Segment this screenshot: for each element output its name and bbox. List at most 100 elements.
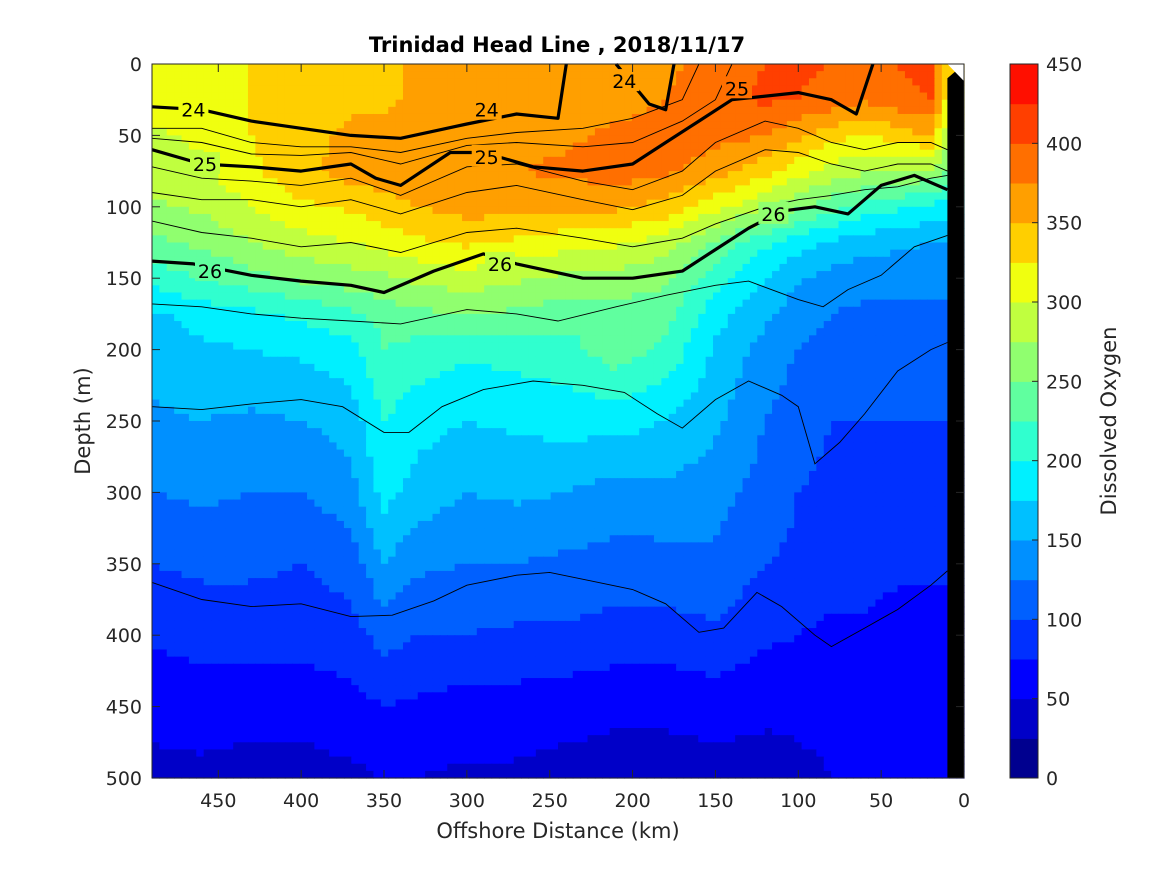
oxygen-cell: [868, 314, 876, 322]
oxygen-cell: [167, 114, 175, 122]
oxygen-cell: [373, 257, 381, 265]
oxygen-cell: [824, 307, 832, 315]
oxygen-cell: [543, 135, 551, 143]
oxygen-cell: [492, 78, 500, 86]
oxygen-cell: [809, 371, 817, 379]
oxygen-cell: [425, 121, 433, 129]
oxygen-cell: [565, 85, 573, 93]
oxygen-cell: [440, 64, 448, 72]
oxygen-cell: [772, 78, 780, 86]
oxygen-cell: [359, 93, 367, 101]
oxygen-cell: [159, 164, 167, 172]
oxygen-cell: [388, 157, 396, 165]
oxygen-cell: [241, 214, 249, 222]
oxygen-cell: [861, 107, 869, 115]
oxygen-cell: [691, 314, 699, 322]
oxygen-cell: [152, 185, 160, 193]
oxygen-cell: [861, 378, 869, 386]
oxygen-cell: [846, 342, 854, 350]
oxygen-cell: [322, 257, 330, 265]
oxygen-cell: [300, 207, 308, 215]
oxygen-cell: [905, 335, 913, 343]
oxygen-cell: [573, 371, 581, 379]
oxygen-cell: [846, 328, 854, 336]
oxygen-cell: [669, 300, 677, 308]
oxygen-cell: [159, 114, 167, 122]
oxygen-cell: [706, 314, 714, 322]
oxygen-cell: [735, 335, 743, 343]
oxygen-cell: [905, 292, 913, 300]
oxygen-cell: [787, 264, 795, 272]
oxygen-cell: [610, 221, 618, 229]
oxygen-cell: [255, 342, 263, 350]
oxygen-cell: [647, 71, 655, 79]
oxygen-cell: [728, 307, 736, 315]
oxygen-cell: [440, 257, 448, 265]
oxygen-cell: [381, 350, 389, 358]
oxygen-cell: [617, 228, 625, 236]
oxygen-cell: [647, 328, 655, 336]
oxygen-cell: [573, 71, 581, 79]
oxygen-cell: [750, 171, 758, 179]
oxygen-cell: [255, 135, 263, 143]
oxygen-cell: [647, 342, 655, 350]
oxygen-cell: [676, 378, 684, 386]
oxygen-cell: [536, 78, 544, 86]
oxygen-cell: [300, 307, 308, 315]
oxygen-cell: [839, 371, 847, 379]
oxygen-cell: [713, 157, 721, 165]
oxygen-cell: [270, 335, 278, 343]
oxygen-cell: [661, 378, 669, 386]
oxygen-cell: [743, 243, 751, 251]
oxygen-cell: [853, 228, 861, 236]
oxygen-cell: [447, 114, 455, 122]
oxygen-cell: [912, 264, 920, 272]
oxygen-cell: [735, 107, 743, 115]
oxygen-cell: [824, 71, 832, 79]
oxygen-cell: [647, 64, 655, 72]
oxygen-cell: [750, 185, 758, 193]
oxygen-cell: [610, 264, 618, 272]
oxygen-cell: [226, 150, 234, 158]
oxygen-cell: [654, 300, 662, 308]
oxygen-cell: [654, 250, 662, 258]
oxygen-cell: [182, 321, 190, 329]
oxygen-cell: [602, 85, 610, 93]
oxygen-cell: [809, 342, 817, 350]
oxygen-cell: [934, 285, 942, 293]
oxygen-cell: [558, 178, 566, 186]
oxygen-cell: [492, 357, 500, 365]
oxygen-cell: [676, 107, 684, 115]
oxygen-cell: [418, 335, 426, 343]
oxygen-cell: [898, 121, 906, 129]
oxygen-cell: [868, 207, 876, 215]
oxygen-cell: [676, 307, 684, 315]
oxygen-cell: [218, 378, 226, 386]
oxygen-cell: [182, 185, 190, 193]
oxygen-cell: [277, 78, 285, 86]
oxygen-cell: [617, 128, 625, 136]
oxygen-cell: [218, 364, 226, 372]
oxygen-cell: [720, 135, 728, 143]
oxygen-cell: [912, 221, 920, 229]
oxygen-cell: [890, 342, 898, 350]
oxygen-cell: [802, 335, 810, 343]
oxygen-cell: [300, 350, 308, 358]
oxygen-cell: [462, 278, 470, 286]
oxygen-cell: [787, 328, 795, 336]
oxygen-cell: [514, 378, 522, 386]
oxygen-cell: [218, 342, 226, 350]
oxygen-cell: [728, 114, 736, 122]
oxygen-cell: [839, 164, 847, 172]
oxygen-cell: [189, 321, 197, 329]
oxygen-cell: [691, 350, 699, 358]
oxygen-cell: [706, 135, 714, 143]
oxygen-cell: [314, 364, 322, 372]
oxygen-cell: [743, 307, 751, 315]
oxygen-cell: [898, 335, 906, 343]
oxygen-cell: [809, 78, 817, 86]
oxygen-cell: [359, 71, 367, 79]
oxygen-cell: [698, 221, 706, 229]
oxygen-cell: [809, 250, 817, 258]
oxygen-cell: [809, 193, 817, 201]
